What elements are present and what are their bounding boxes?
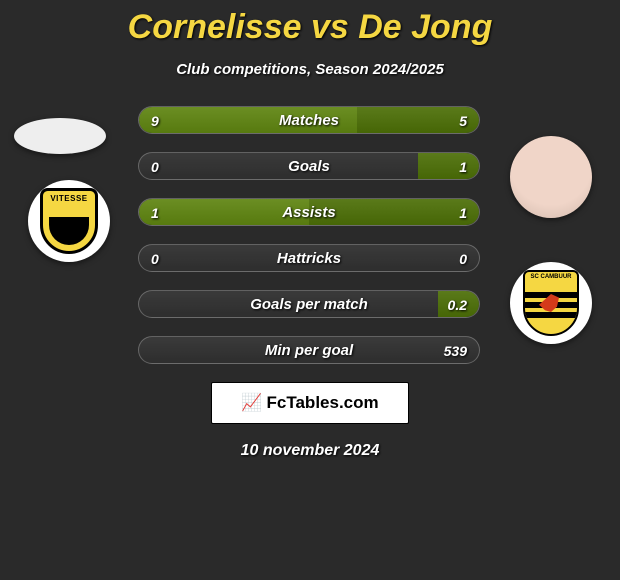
chart-icon: 📈: [241, 393, 262, 413]
stat-row: 9Matches5: [138, 106, 480, 134]
stat-label: Goals per match: [139, 291, 479, 317]
stats-bars: 9Matches50Goals11Assists10Hattricks0Goal…: [138, 106, 480, 364]
stat-label: Goals: [139, 153, 479, 179]
page-title: Cornelisse vs De Jong: [0, 0, 620, 47]
watermark-text: FcTables.com: [267, 393, 379, 413]
stat-label: Hattricks: [139, 245, 479, 271]
stat-value-right: 539: [444, 337, 467, 363]
stat-row: 0Goals1: [138, 152, 480, 180]
watermark-badge: 📈 FcTables.com: [211, 382, 409, 424]
stat-value-right: 0.2: [448, 291, 467, 317]
stat-value-right: 1: [459, 199, 467, 225]
stat-row: 1Assists1: [138, 198, 480, 226]
stat-label: Matches: [139, 107, 479, 133]
stat-row: Goals per match0.2: [138, 290, 480, 318]
stat-label: Assists: [139, 199, 479, 225]
stat-value-right: 5: [459, 107, 467, 133]
stat-value-right: 1: [459, 153, 467, 179]
stat-value-right: 0: [459, 245, 467, 271]
stat-row: Min per goal539: [138, 336, 480, 364]
stat-row: 0Hattricks0: [138, 244, 480, 272]
stat-label: Min per goal: [139, 337, 479, 363]
footer-date: 10 november 2024: [0, 442, 620, 460]
stats-panel: 9Matches50Goals11Assists10Hattricks0Goal…: [0, 106, 620, 364]
subtitle: Club competitions, Season 2024/2025: [0, 61, 620, 78]
